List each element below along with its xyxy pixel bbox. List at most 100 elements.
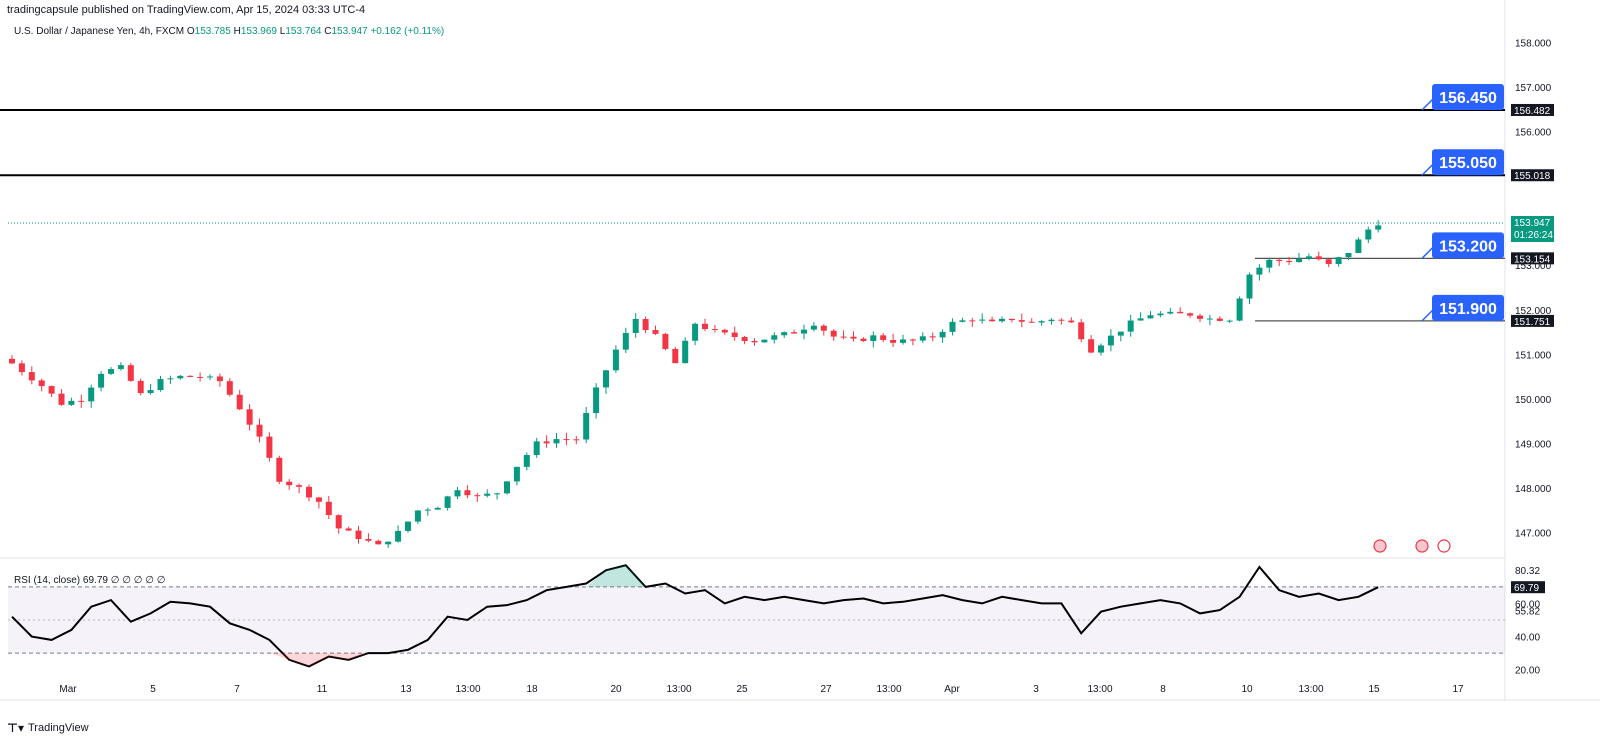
candle-body: [355, 530, 362, 540]
candle-body: [28, 372, 35, 381]
time-tick-label: 13:00: [1087, 684, 1112, 695]
price-tick-label: 149.000: [1515, 440, 1552, 451]
candle-body: [751, 340, 758, 343]
rsi-extra: ∅ ∅ ∅ ∅ ∅: [110, 575, 166, 586]
level-tag-label: 151.900: [1439, 301, 1497, 318]
candle-body: [632, 319, 639, 333]
level-price-box: [1511, 252, 1554, 265]
candle-body: [1038, 321, 1045, 323]
candle-body: [791, 332, 798, 334]
candle-body: [315, 497, 322, 502]
tradingview-logo-icon: ⊤▾: [7, 721, 24, 735]
candle-body: [593, 387, 600, 414]
level-tag-box: [1432, 83, 1504, 110]
candle-body: [1296, 258, 1302, 263]
candle-body: [890, 339, 897, 343]
time-tick-label: 27: [820, 684, 832, 695]
candle-body: [246, 409, 253, 425]
price-tick-label: 156.000: [1515, 127, 1552, 138]
candle-body: [1276, 259, 1283, 261]
candle-body: [662, 333, 669, 349]
candle-body: [197, 376, 204, 378]
candle-body: [880, 335, 887, 340]
candle-body: [276, 457, 283, 482]
candle-body: [999, 318, 1005, 322]
candle-body: [216, 376, 223, 382]
candle-body: [1048, 319, 1055, 322]
candle-body: [335, 515, 342, 529]
candle-body: [1246, 274, 1253, 299]
level-price-box: [1511, 103, 1554, 116]
candle-body: [969, 320, 976, 322]
time-tick-label: 5: [150, 684, 156, 695]
candle-body: [801, 329, 807, 334]
rsi-legend: RSI (14, close) 69.79 ∅ ∅ ∅ ∅ ∅: [14, 575, 165, 586]
candle-body: [860, 338, 867, 341]
level-tag-label: 155.050: [1439, 155, 1497, 172]
candle-body: [1256, 267, 1263, 275]
candle-body: [1305, 256, 1312, 259]
candle-body: [68, 400, 75, 405]
candle-body: [642, 319, 649, 331]
candle-body: [741, 336, 748, 341]
last-price-label: 153.947: [1514, 218, 1551, 229]
candle-body: [761, 339, 768, 343]
candle-body: [1266, 259, 1273, 268]
close-label: C: [324, 26, 332, 37]
candle-body: [900, 339, 906, 343]
candle-body: [702, 323, 708, 330]
candle-body: [949, 321, 956, 332]
candle-body: [583, 413, 590, 440]
candle-body: [385, 541, 392, 545]
time-tick-label: Mar: [59, 684, 77, 695]
candle-body: [652, 330, 659, 334]
candle-body: [1286, 260, 1293, 263]
time-tick-label: 13: [400, 684, 412, 695]
candle-body: [1197, 315, 1203, 319]
candle-body: [18, 363, 25, 373]
time-tick-label: 7: [234, 684, 240, 695]
candle-body: [98, 373, 105, 388]
level-tag-box: [1432, 294, 1504, 321]
candle-body: [939, 331, 946, 338]
change-value: +0.162 (+0.11%): [370, 26, 445, 37]
level-price-label: 155.018: [1514, 171, 1551, 182]
level-price-label: 156.482: [1514, 106, 1551, 117]
candle-body: [1236, 298, 1243, 321]
candle-body: [1177, 311, 1184, 314]
candle-body: [286, 481, 293, 486]
candle-body: [424, 509, 431, 511]
candle-body: [1325, 259, 1332, 264]
level-price-label: 153.154: [1514, 254, 1551, 265]
candle-body: [929, 336, 936, 338]
candle-body: [1335, 257, 1342, 264]
price-tick-label: 153.000: [1515, 261, 1552, 272]
candle-body: [454, 490, 461, 497]
candle-body: [1088, 339, 1095, 353]
candle-body: [306, 486, 312, 498]
candle-body: [919, 336, 926, 341]
candle-body: [325, 501, 332, 516]
time-tick-label: 3: [1033, 684, 1039, 695]
level-price-label: 151.751: [1514, 317, 1551, 328]
candle-body: [474, 495, 481, 497]
candle-body: [909, 339, 916, 341]
candle-body: [563, 439, 570, 441]
level-tag-box: [1432, 149, 1504, 176]
price-tick-label: 151.000: [1515, 350, 1552, 361]
candle-body: [494, 493, 501, 495]
time-tick-label: 13:00: [455, 684, 480, 695]
candles: [9, 220, 1382, 548]
rsi-band: [8, 586, 1505, 654]
time-tick-label: 13:00: [1298, 684, 1323, 695]
candle-body: [147, 390, 154, 394]
candle-body: [38, 380, 45, 387]
rsi-oversold-fill: [269, 653, 369, 667]
rsi-tick-label: 55.82: [1515, 606, 1540, 617]
rsi-overbought-fill: [586, 565, 646, 587]
candle-body: [1127, 320, 1134, 332]
rsi-current-box: [1511, 581, 1545, 594]
time-tick-label: Apr: [944, 684, 960, 695]
candle-body: [137, 380, 144, 394]
